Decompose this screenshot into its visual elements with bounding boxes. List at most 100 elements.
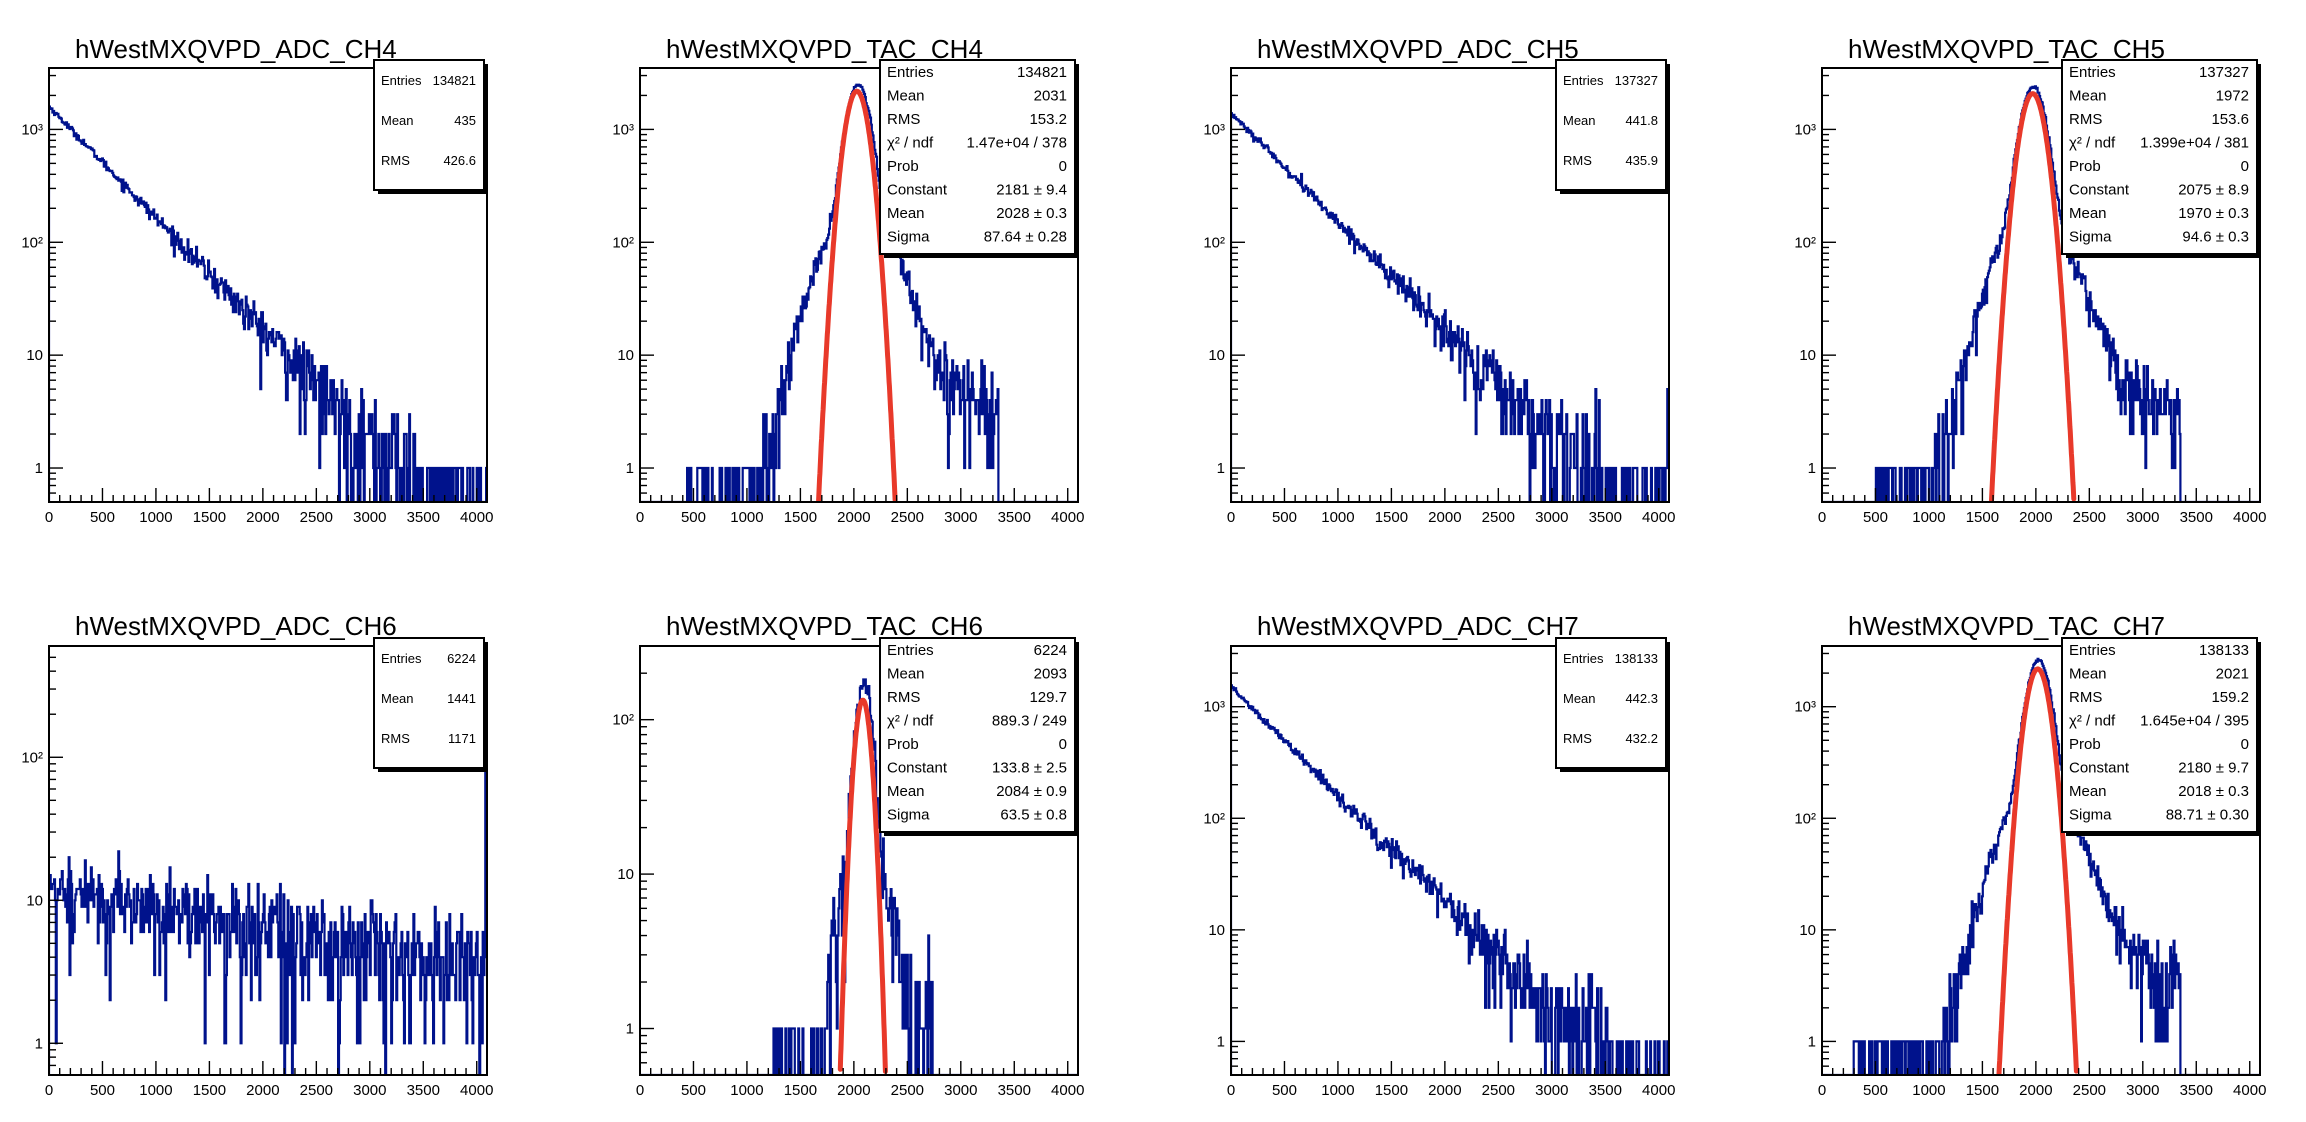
stats-label: Mean: [2069, 88, 2107, 105]
y-tick-label: 10³: [1794, 699, 1816, 716]
y-tick-label: 1: [1808, 460, 1816, 477]
stats-label: Constant: [2069, 760, 2130, 777]
stats-label: Prob: [2069, 158, 2101, 175]
stats-value: 0: [1059, 158, 1067, 175]
y-tick-label: 10³: [1203, 121, 1225, 138]
x-tick-label: 500: [681, 1082, 706, 1099]
stats-label: Sigma: [2069, 807, 2112, 824]
stats-label: Entries: [1563, 73, 1604, 88]
x-tick-label: 2000: [1428, 509, 1461, 526]
stats-value: 153.2: [1029, 111, 1067, 128]
stats-label: Sigma: [887, 807, 930, 824]
x-tick-label: 2500: [891, 509, 924, 526]
stats-value: 6224: [447, 651, 476, 666]
stats-value: 94.6 ± 0.3: [2182, 229, 2249, 246]
stats-label: Mean: [887, 783, 925, 800]
x-tick-label: 4000: [2233, 509, 2266, 526]
stats-label: RMS: [1563, 153, 1592, 168]
panel-title: hWestMXQVPD_TAC_CH7: [1848, 611, 2165, 641]
stats-label: Prob: [887, 158, 919, 175]
x-tick-label: 1000: [1321, 509, 1354, 526]
y-tick-label: 10: [617, 866, 634, 883]
stats-label: Mean: [887, 666, 925, 683]
x-tick-label: 2500: [300, 509, 333, 526]
x-tick-label: 0: [636, 1082, 644, 1099]
x-tick-label: 2000: [246, 509, 279, 526]
x-tick-label: 3000: [2126, 509, 2159, 526]
histogram-series: [1231, 112, 1669, 502]
stats-value: 2028 ± 0.3: [996, 205, 1067, 222]
stats-label: Mean: [381, 691, 414, 706]
x-tick-label: 1000: [139, 509, 172, 526]
stats-value: 2021: [2216, 666, 2249, 683]
x-tick-label: 2000: [2019, 509, 2052, 526]
x-tick-label: 500: [90, 509, 115, 526]
stats-value: 435.9: [1625, 153, 1658, 168]
x-tick-label: 2000: [1428, 1082, 1461, 1099]
stats-label: Mean: [1563, 113, 1596, 128]
y-tick-label: 10³: [612, 121, 634, 138]
panel-title: hWestMXQVPD_ADC_CH6: [75, 611, 397, 641]
stats-box: Entries 137327 Mean 1972 RMS 153.6 χ² / ndf 1.3…: [2061, 59, 2261, 258]
stats-value: 2018 ± 0.3: [2178, 783, 2249, 800]
stats-value: 432.2: [1625, 731, 1658, 746]
stats-value: 63.5 ± 0.8: [1000, 807, 1067, 824]
stats-value: 88.71 ± 0.30: [2166, 807, 2249, 824]
stats-label: Mean: [2069, 783, 2107, 800]
x-tick-label: 3500: [998, 1082, 1031, 1099]
plot-frame: [48, 67, 488, 503]
x-tick-label: 1000: [730, 1082, 763, 1099]
x-tick-label: 4000: [460, 509, 493, 526]
x-tick-label: 0: [636, 509, 644, 526]
plot-frame: [1821, 67, 2261, 503]
x-tick-label: 4000: [1642, 1082, 1675, 1099]
histogram-series: [1231, 684, 1669, 1075]
stats-value: 889.3 / 249: [992, 713, 1067, 730]
stats-value: 1171: [448, 731, 476, 746]
panel-title: hWestMXQVPD_ADC_CH5: [1257, 34, 1579, 64]
x-tick-label: 500: [1863, 1082, 1888, 1099]
stats-box: Entries 134821 Mean 2031 RMS 153.2 χ² / ndf 1.4…: [879, 59, 1079, 258]
stats-label: Mean: [2069, 666, 2107, 683]
stats-value: 426.6: [443, 153, 476, 168]
stats-label: Entries: [381, 651, 422, 666]
stats-value: 435: [454, 113, 476, 128]
x-tick-label: 1500: [784, 509, 817, 526]
x-tick-label: 0: [1818, 509, 1826, 526]
x-tick-label: 4000: [2233, 1082, 2266, 1099]
y-tick-label: 10³: [1203, 699, 1225, 716]
stats-value: 129.7: [1029, 689, 1067, 706]
stats-value: 153.6: [2211, 111, 2249, 128]
stats-value: 2084 ± 0.9: [996, 783, 1067, 800]
x-tick-label: 3500: [2180, 1082, 2213, 1099]
stats-value: 138133: [2199, 642, 2249, 659]
x-tick-label: 2000: [837, 509, 870, 526]
stats-value: 0: [2241, 736, 2249, 753]
stats-label: Constant: [887, 182, 948, 199]
x-tick-label: 1500: [1375, 1082, 1408, 1099]
x-tick-label: 0: [45, 1082, 53, 1099]
stats-value: 1970 ± 0.3: [2178, 205, 2249, 222]
x-tick-label: 2500: [1482, 509, 1515, 526]
x-tick-label: 2500: [891, 1082, 924, 1099]
gaussian-fit-curve: [837, 697, 888, 1074]
histogram-panel-5: hWestMXQVPD_ADC_CH6 0 500 1000 1500 2000 2500 3…: [21, 611, 493, 1099]
plot-frame: [48, 645, 488, 1076]
stats-label: χ² / ndf: [887, 135, 934, 152]
stats-label: Entries: [1563, 651, 1604, 666]
y-tick-label: 1: [1217, 1033, 1225, 1050]
x-tick-label: 2000: [837, 1082, 870, 1099]
x-tick-label: 1000: [1912, 1082, 1945, 1099]
histogram-panel-7: hWestMXQVPD_ADC_CH7 0 500 1000 1500 2000 2500 3…: [1203, 611, 1675, 1099]
histogram-panel-8: hWestMXQVPD_TAC_CH7 0 500 1000 1500 2000 2500 3…: [1794, 611, 2266, 1099]
plot-frame: [639, 645, 1079, 1076]
x-tick-label: 0: [1227, 509, 1235, 526]
stats-label: Mean: [2069, 205, 2107, 222]
stats-label: Mean: [1563, 691, 1596, 706]
panel-title: hWestMXQVPD_ADC_CH7: [1257, 611, 1579, 641]
y-tick-label: 1: [1217, 460, 1225, 477]
stats-label: Prob: [2069, 736, 2101, 753]
histogram-series: [49, 756, 487, 1075]
